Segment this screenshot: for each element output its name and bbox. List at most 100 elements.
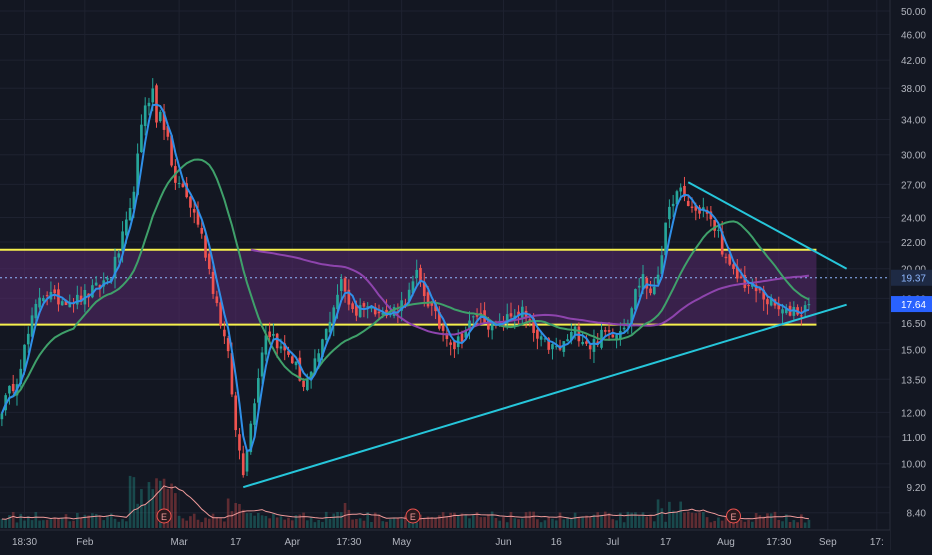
candle-body-83	[313, 358, 317, 373]
candle-body-0	[0, 413, 4, 420]
candle-43	[162, 103, 166, 140]
candle-146	[551, 343, 554, 360]
volume-bar-170	[641, 512, 645, 528]
volume-bar-104	[392, 517, 396, 528]
volume-bar-134	[505, 522, 509, 528]
volume-bar-122	[460, 513, 464, 528]
volume-bar-79	[298, 514, 302, 528]
candle-125	[471, 315, 475, 325]
candle-62	[234, 391, 238, 437]
volume-bar-32	[121, 519, 124, 528]
candle-157	[592, 329, 596, 364]
candle-189	[713, 219, 716, 238]
candle-20	[75, 285, 79, 310]
volume-bar-161	[607, 513, 611, 528]
candle-52	[196, 201, 200, 228]
volume-bar-61	[230, 511, 234, 528]
volume-bar-36	[136, 503, 139, 528]
candle-7	[26, 326, 30, 353]
candle-body-63	[238, 434, 241, 451]
candle-97	[366, 302, 370, 319]
volume-bar-89	[336, 511, 339, 528]
candle-body-75	[283, 343, 287, 351]
volume-bar-204	[769, 513, 773, 528]
candle-body-50	[189, 196, 192, 208]
candle-body-8	[30, 315, 34, 337]
volume-bar-56	[211, 513, 215, 528]
volume-bar-22	[83, 514, 87, 528]
candle-37	[140, 114, 143, 153]
candle-body-175	[660, 255, 664, 274]
volume-bar-95	[358, 518, 362, 528]
candle-172	[649, 280, 652, 296]
volume-bar-70	[264, 516, 268, 528]
volume-bar-87	[328, 518, 332, 528]
volume-bar-86	[324, 511, 328, 528]
candle-body-5	[19, 368, 23, 385]
candle-169	[637, 277, 641, 297]
volume-bar-123	[464, 514, 468, 528]
volume-bar-53	[200, 522, 204, 528]
candle-body-20	[75, 294, 79, 305]
volume-bar-38	[143, 504, 147, 528]
volume-bar-135	[509, 511, 513, 528]
candle-body-108	[407, 289, 411, 302]
price-tick-label-3: 11.00	[902, 433, 927, 444]
candle-body-76	[287, 350, 290, 355]
candle-body-25	[94, 282, 98, 286]
candle-body-130	[490, 322, 494, 331]
candle-168	[634, 288, 637, 312]
candle-142	[536, 325, 539, 350]
volume-bar-209	[788, 522, 792, 528]
candle-body-200	[754, 284, 758, 292]
candle-122	[460, 330, 464, 349]
time-tick-label-14: 17:	[870, 537, 884, 548]
candle-body-125	[471, 316, 475, 318]
candle-body-68	[257, 378, 260, 403]
candle-212	[800, 306, 803, 326]
candle-body-101	[381, 312, 385, 315]
volume-bar-34	[128, 475, 132, 528]
candle-body-129	[487, 320, 490, 330]
volume-bar-169	[637, 516, 641, 528]
candle-body-208	[784, 308, 788, 314]
time-tick-label-6: May	[392, 537, 411, 548]
volume-bar-153	[577, 517, 581, 528]
price-tick-label-11: 24.00	[901, 213, 926, 224]
candle-65	[245, 450, 249, 477]
volume-bar-1	[4, 519, 7, 528]
volume-bar-182	[686, 511, 690, 528]
volume-bar-193	[728, 520, 732, 528]
candle-body-183	[690, 206, 694, 208]
volume-bar-82	[309, 517, 313, 528]
candle-body-84	[317, 353, 320, 362]
volume-bar-184	[694, 513, 698, 528]
candle-body-192	[724, 256, 728, 259]
candle-body-201	[758, 287, 762, 291]
volume-bar-171	[645, 516, 649, 528]
candle-117	[441, 322, 445, 342]
candle-123	[464, 326, 468, 339]
candle-body-160	[603, 330, 607, 332]
candle-body-97	[366, 306, 370, 308]
trendline-0	[242, 303, 847, 489]
candle-24	[91, 279, 94, 299]
volume-bar-187	[705, 517, 709, 528]
time-tick-label-9: Jul	[606, 537, 619, 548]
volume-bar-157	[592, 514, 596, 528]
candle-body-174	[656, 274, 660, 284]
candle-194	[732, 261, 735, 275]
candle-body-202	[762, 289, 765, 300]
earnings-marker-circle-2	[725, 508, 741, 524]
volume-bar-97	[366, 512, 370, 528]
volume-bar-75	[283, 519, 287, 528]
candle-body-184	[694, 205, 698, 211]
volume-bar-205	[773, 511, 777, 528]
time-tick-label-10: 17	[660, 537, 672, 548]
candle-155	[585, 335, 588, 346]
candle-body-133	[502, 323, 505, 327]
volume-bar-110	[415, 522, 419, 528]
volume-bar-42	[158, 480, 162, 528]
candle-body-10	[38, 297, 41, 308]
